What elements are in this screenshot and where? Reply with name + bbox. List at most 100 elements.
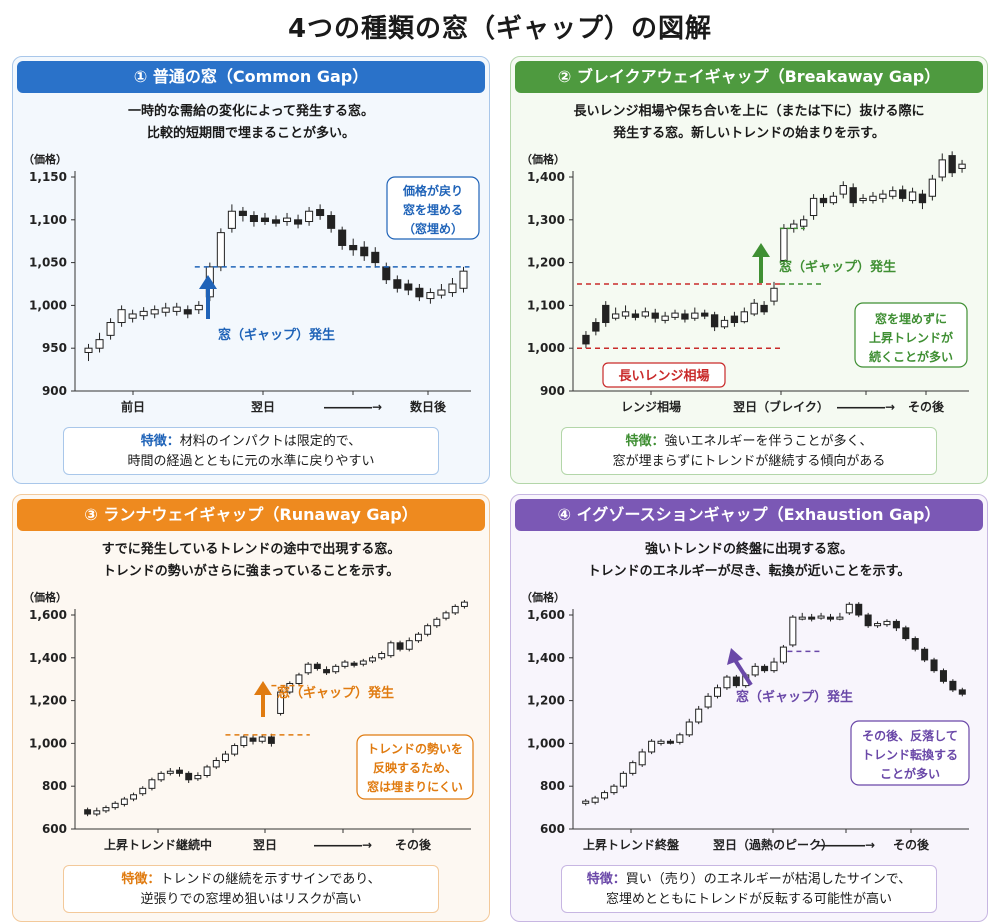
y-tick-label: 1,100 <box>29 213 67 227</box>
candle-body <box>750 302 758 315</box>
candle-body <box>809 197 818 217</box>
x-label: 上昇トレンド継続中 <box>104 837 212 852</box>
x-label: その後 <box>908 399 945 414</box>
callout-text: ことが多い <box>880 766 940 781</box>
candle-body <box>405 640 413 650</box>
y-tick-label: 1,150 <box>29 170 67 184</box>
candle-body <box>387 642 395 657</box>
candle-body <box>864 614 872 627</box>
feature-box: 特徴：材料のインパクトは限定的で、 時間の経過とともに元の水準に戻りやすい <box>63 427 439 475</box>
callout-text: （窓埋め） <box>403 221 463 236</box>
gap-arrow <box>733 658 753 687</box>
feature-line: 時間の経過とともに元の水準に戻りやすい <box>127 454 375 469</box>
candle-body <box>826 616 835 620</box>
candle-body <box>898 189 907 199</box>
feature-line: 材料のインパクトは限定的で、 <box>179 434 362 449</box>
candle-body <box>602 304 610 324</box>
candle-body <box>128 313 137 319</box>
candle-body <box>282 217 292 223</box>
y-tick-label: 900 <box>42 384 67 398</box>
candle-body <box>338 229 347 246</box>
candle-body <box>911 638 919 650</box>
candle-body <box>332 665 340 673</box>
candle-body <box>240 736 248 747</box>
candle-body <box>459 270 468 289</box>
candle-body <box>327 215 336 229</box>
candle-body <box>710 314 719 328</box>
candle-body <box>770 287 778 302</box>
candle-body <box>819 197 828 204</box>
candle-body <box>316 209 325 217</box>
candle-body <box>817 615 825 619</box>
candle-body <box>610 785 618 794</box>
candle-body <box>349 244 358 251</box>
candle-body <box>139 310 148 317</box>
panel-description: 長いレンジ相場や保ち合いを上に（または下に）抜ける際に 発生する窓。新しいトレン… <box>511 101 987 145</box>
feature-line: 買い（売り）のエネルギーが枯渇したサインで、 <box>625 872 912 887</box>
y-tick-label: 1,050 <box>29 256 67 270</box>
candle-body <box>918 193 927 204</box>
candle-body <box>249 215 258 223</box>
description-line: 長いレンジ相場や保ち合いを上に（または下に）抜ける際に <box>573 104 925 119</box>
y-tick-label: 800 <box>540 779 565 793</box>
description-line: 強いトレンドの終盤に出現する窓。 <box>644 542 853 557</box>
y-axis-label: （価格） <box>521 590 565 604</box>
x-label: 翌日（過熱のピーク） <box>713 837 833 852</box>
candle-body <box>921 648 929 661</box>
candle-body <box>139 787 147 795</box>
y-axis-label: （価格） <box>521 152 565 166</box>
x-label: 翌日 <box>251 400 275 414</box>
candle-body <box>166 770 174 774</box>
panel-header: ① 普通の窓（Common Gap） <box>17 61 485 93</box>
x-label: ――――→ <box>837 400 895 414</box>
x-label: 前日 <box>121 399 145 414</box>
y-tick-label: 1,400 <box>29 651 67 665</box>
panel-description: 一時的な需給の変化によって発生する窓。 比較的短期間で埋まることが多い。 <box>13 101 489 145</box>
candle-body <box>889 190 897 197</box>
candle-body <box>249 737 257 742</box>
range-label-box <box>602 362 726 388</box>
y-tick-label: 800 <box>42 779 67 793</box>
candle-body <box>704 695 712 708</box>
candle-body <box>949 680 957 691</box>
candle-body <box>874 623 882 627</box>
y-tick-label: 1,200 <box>527 694 565 708</box>
candle-body <box>582 334 590 345</box>
candle-body <box>869 195 877 202</box>
candle-body <box>761 665 769 672</box>
description-line: 比較的短期間で埋まることが多い。 <box>146 126 355 141</box>
candle-body <box>582 800 590 804</box>
candle-body <box>780 227 788 261</box>
callout-text: トレンド転換する <box>862 747 958 762</box>
y-tick-label: 950 <box>42 341 67 355</box>
candle-body <box>176 769 183 774</box>
candle-body <box>415 287 424 298</box>
candle-body <box>161 307 170 313</box>
candle-body <box>789 616 797 646</box>
candle-body <box>157 772 165 781</box>
candle-body <box>939 670 947 682</box>
candle-body <box>681 313 689 320</box>
candle-body <box>641 311 650 317</box>
candle-body <box>295 674 303 684</box>
gap-annotation: 窓（ギャップ）発生 <box>218 327 335 343</box>
candle-body <box>84 809 92 815</box>
candle-body <box>859 197 867 202</box>
candle-body <box>102 807 110 812</box>
candle-body <box>591 797 599 803</box>
callout-text: 窓を埋める <box>403 202 463 217</box>
candle-body <box>892 620 900 629</box>
candle-body <box>855 603 863 616</box>
candlestick-chart: （価格） 900 1,000 1,100 1,200 1,300 1,400 レンジ相場 翌日（… <box>521 151 969 414</box>
candle-body <box>938 159 946 178</box>
y-tick-label: 1,000 <box>29 298 67 312</box>
candle-body <box>111 802 119 809</box>
y-tick-label: 1,000 <box>527 341 565 355</box>
y-tick-label: 1,600 <box>527 608 565 622</box>
candle-body <box>260 217 270 223</box>
feature-line: トレンドの継続を示すサインであり、 <box>160 872 381 887</box>
y-tick-label: 1,000 <box>527 736 565 750</box>
description-line: トレンドのエネルギーが尽き、転換が近いことを示す。 <box>587 564 911 579</box>
candle-body <box>258 736 266 742</box>
candle-body <box>849 187 857 204</box>
